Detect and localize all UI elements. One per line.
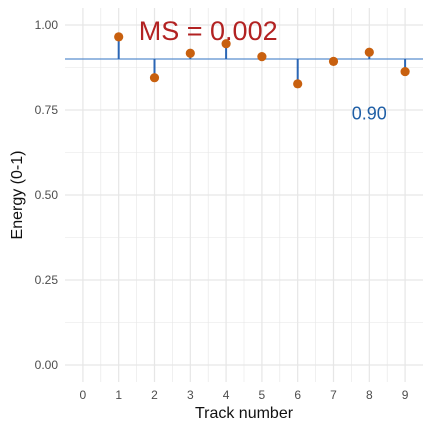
data-point: [328, 56, 339, 66]
y-tick-label: 0.75: [35, 103, 59, 117]
mean-annotation: 0.90: [352, 103, 387, 123]
x-tick-label: 9: [402, 388, 409, 402]
y-tick-label: 0.25: [35, 273, 59, 287]
grid-layer: [65, 8, 423, 382]
point-layer: [114, 32, 410, 89]
y-tick-label: 0.00: [35, 358, 59, 372]
data-point: [293, 79, 303, 89]
y-tick-label: 0.50: [35, 188, 59, 202]
data-point: [221, 39, 231, 49]
tick-label-layer: 0.00 0.25 0.50 0.75 1.00 0 1 2 3 4 5 6 7 8 9: [35, 18, 409, 402]
x-tick-label: 3: [187, 388, 194, 402]
x-tick-label: 8: [366, 388, 373, 402]
data-point: [364, 47, 374, 57]
x-tick-label: 5: [259, 388, 266, 402]
x-tick-label: 6: [294, 388, 301, 402]
annotation-layer: MS = 0.002 0.90: [139, 16, 387, 123]
x-tick-label: 1: [115, 388, 122, 402]
x-tick-label: 7: [330, 388, 337, 402]
data-point: [149, 73, 160, 83]
y-axis-title: Energy (0-1): [9, 151, 26, 240]
data-point: [114, 32, 124, 42]
x-tick-label: 0: [80, 388, 87, 402]
data-point: [185, 48, 195, 58]
ms-annotation: MS = 0.002: [139, 16, 278, 46]
data-point: [257, 52, 267, 62]
x-tick-label: 2: [151, 388, 158, 402]
data-point: [400, 66, 410, 77]
x-tick-label: 4: [223, 388, 230, 402]
y-tick-label: 1.00: [35, 18, 59, 32]
x-axis-title: Track number: [195, 405, 294, 422]
